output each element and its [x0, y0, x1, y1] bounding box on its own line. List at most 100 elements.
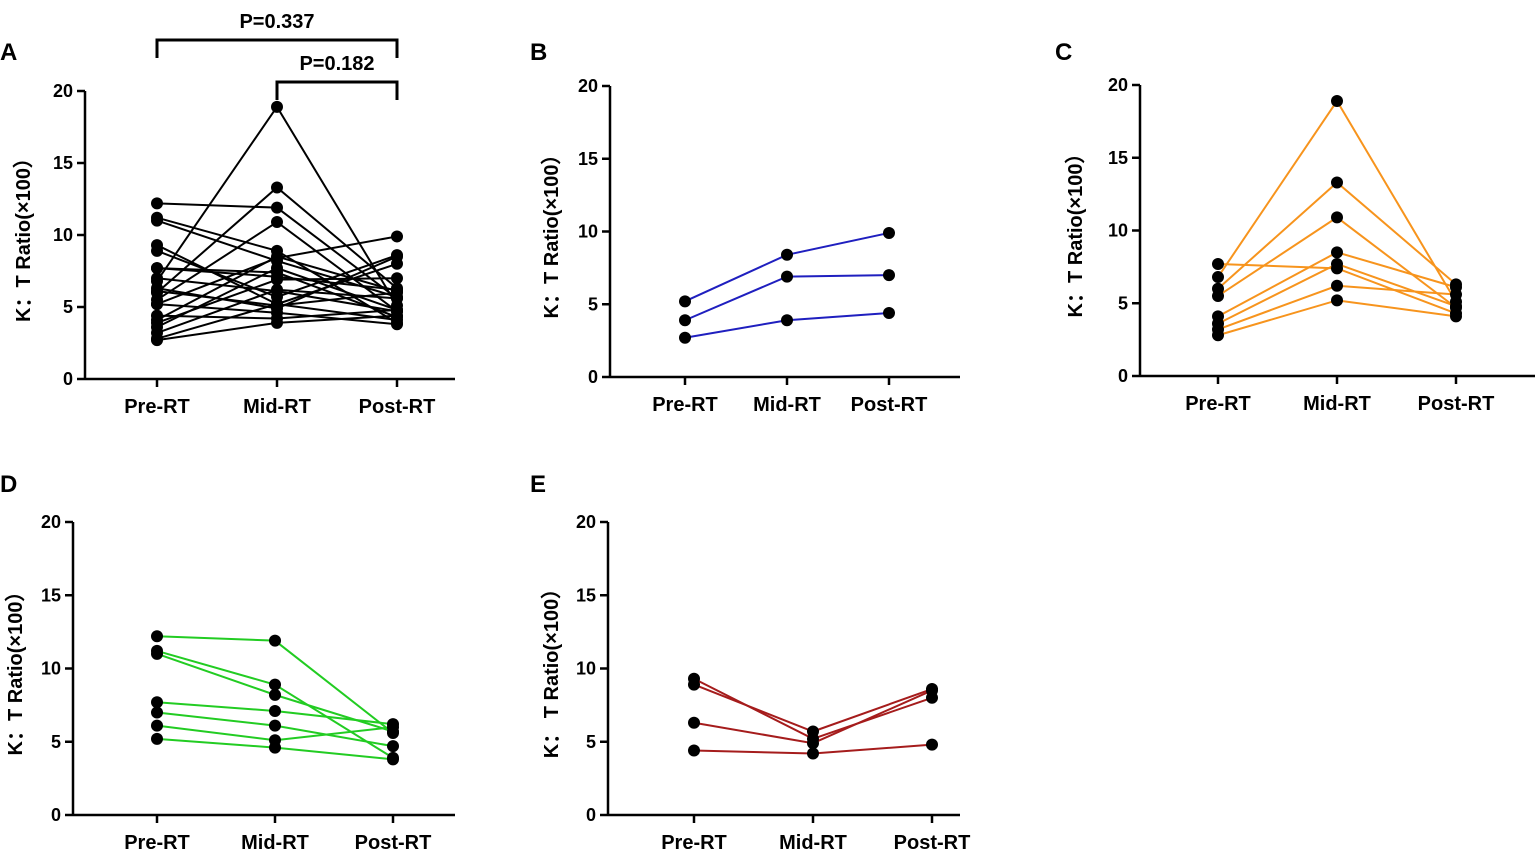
- data-point: [679, 314, 691, 327]
- data-point: [391, 250, 403, 263]
- y-axis-title: K：T Ratio(×100）: [4, 582, 27, 756]
- data-point: [151, 262, 163, 275]
- data-point: [269, 634, 281, 647]
- data-point: [269, 688, 281, 701]
- data-point: [151, 197, 163, 210]
- data-point: [151, 309, 163, 322]
- data-point: [151, 272, 163, 285]
- data-point: [391, 318, 403, 331]
- x-tick-label: Post-RT: [355, 832, 432, 852]
- panel-letter: C: [1055, 39, 1072, 66]
- data-point: [926, 684, 938, 697]
- data-point: [151, 719, 163, 732]
- data-point: [271, 181, 283, 194]
- data-point: [271, 302, 283, 315]
- data-point: [271, 254, 283, 267]
- chart-panel-c: C 0 5 10 15 20 Pre-RT Mid-RT Post-RT K：T Ratio(×1…: [1055, 39, 1535, 415]
- x-tick-label: Mid-RT: [753, 394, 821, 416]
- y-tick-label: 20: [41, 512, 61, 532]
- y-axis-title: K：T Ratio(×100）: [1064, 144, 1087, 318]
- data-point: [387, 721, 399, 734]
- data-point: [1450, 288, 1462, 301]
- y-tick-label: 15: [578, 149, 598, 169]
- x-tick-label: Pre-RT: [124, 396, 190, 418]
- data-point: [1212, 257, 1224, 270]
- y-tick-label: 10: [1108, 221, 1128, 241]
- y-axis-title: K： T Ratio(×100）: [540, 579, 563, 758]
- y-tick-label: 5: [63, 297, 73, 317]
- data-point: [807, 725, 819, 738]
- data-point: [807, 737, 819, 750]
- data-point: [387, 740, 399, 753]
- y-tick-label: 0: [588, 367, 598, 387]
- x-tick-label: Mid-RT: [243, 396, 311, 418]
- p-value-label: P=0.337: [239, 11, 314, 33]
- y-tick-label: 5: [51, 732, 61, 752]
- data-point: [151, 214, 163, 227]
- data-point: [883, 226, 895, 239]
- y-tick-label: 15: [41, 585, 61, 605]
- data-point: [688, 744, 700, 757]
- series-line: [1217, 284, 1457, 331]
- data-point: [391, 303, 403, 316]
- y-tick-label: 10: [41, 659, 61, 679]
- data-point: [151, 282, 163, 295]
- y-tick-label: 0: [51, 805, 61, 825]
- significance-bracket: [275, 80, 399, 100]
- x-tick-label: Mid-RT: [779, 832, 847, 852]
- data-point: [1212, 329, 1224, 342]
- x-tick-label: Mid-RT: [241, 832, 309, 852]
- y-tick-label: 10: [576, 659, 596, 679]
- panel-letter: B: [530, 39, 547, 66]
- y-tick-label: 5: [588, 294, 598, 314]
- chart-panel-b: B 0 5 10 15 20 Pre-RT Mid-RT Post-RT K：T Ratio(×1…: [530, 39, 960, 416]
- data-point: [151, 244, 163, 257]
- data-point: [387, 753, 399, 766]
- data-point: [271, 312, 283, 325]
- series-line: [684, 231, 890, 303]
- y-axis-title: K：T Ratio(×100）: [540, 145, 563, 319]
- chart-panel-a: A 0 5 10 15 20 Pre-RT Mid-RT Post-RT K：T Ratio(×1…: [0, 11, 455, 418]
- p-value-label: P=0.182: [299, 53, 374, 75]
- data-point: [151, 630, 163, 643]
- y-tick-label: 15: [53, 153, 73, 173]
- x-tick-label: Pre-RT: [1185, 393, 1251, 415]
- data-point: [1331, 246, 1343, 259]
- panel-letter: D: [0, 471, 17, 498]
- data-point: [391, 230, 403, 243]
- chart-panel-d: D 0 5 10 15 20 Pre-RT Mid-RT Post-RT K：T Ratio(×1…: [0, 471, 455, 852]
- data-point: [151, 647, 163, 660]
- data-point: [807, 747, 819, 760]
- data-point: [151, 706, 163, 719]
- data-point: [151, 332, 163, 345]
- y-tick-label: 10: [578, 222, 598, 242]
- y-tick-label: 20: [576, 512, 596, 532]
- data-point: [1212, 271, 1224, 284]
- data-point: [271, 270, 283, 283]
- data-point: [269, 704, 281, 717]
- y-tick-label: 10: [53, 225, 73, 245]
- data-point: [271, 100, 283, 113]
- data-point: [269, 741, 281, 754]
- data-point: [1331, 257, 1343, 270]
- y-tick-label: 0: [586, 805, 596, 825]
- data-point: [271, 290, 283, 303]
- x-tick-label: Pre-RT: [661, 832, 727, 852]
- data-point: [688, 678, 700, 691]
- data-point: [679, 331, 691, 344]
- chart-panel-e: E 0 5 10 15 20 Pre-RT Mid-RT Post-RT K： T Ratio(×…: [530, 471, 970, 852]
- data-point: [781, 248, 793, 261]
- x-tick-label: Post-RT: [1418, 393, 1495, 415]
- y-tick-label: 15: [1108, 148, 1128, 168]
- series-line: [693, 683, 933, 733]
- y-tick-label: 20: [578, 76, 598, 96]
- y-tick-label: 20: [1108, 75, 1128, 95]
- data-point: [883, 269, 895, 282]
- data-point: [269, 678, 281, 691]
- data-point: [151, 696, 163, 709]
- x-tick-label: Post-RT: [359, 396, 436, 418]
- data-point: [781, 314, 793, 327]
- panel-letter: E: [530, 471, 546, 498]
- data-point: [271, 201, 283, 214]
- data-point: [1450, 300, 1462, 313]
